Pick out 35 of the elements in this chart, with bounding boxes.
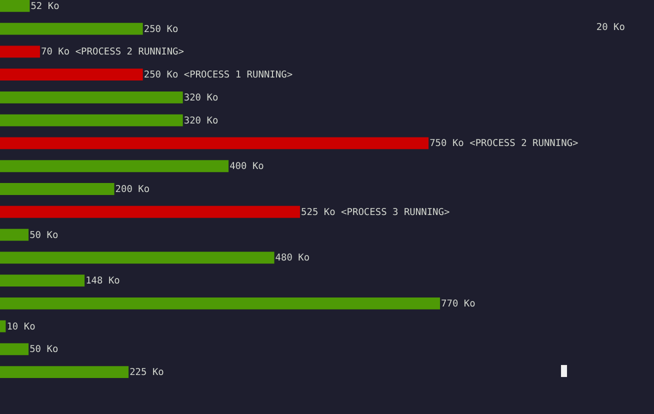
bar xyxy=(0,137,429,150)
bar xyxy=(0,22,143,35)
data-label: 525 Ko <PROCESS 3 RUNNING> xyxy=(301,206,450,218)
data-label: 480 Ko xyxy=(275,252,310,264)
bar xyxy=(0,114,183,126)
bar xyxy=(0,366,129,378)
data-label: 148 Ko xyxy=(86,276,120,287)
bar xyxy=(0,320,6,332)
data-label: 750 Ko <PROCESS 2 RUNNING> xyxy=(430,138,579,150)
bar xyxy=(0,183,114,195)
data-label: 250 Ko xyxy=(144,24,178,35)
text: 20 Ko xyxy=(596,22,626,33)
data-label: 50 Ko xyxy=(30,230,58,241)
bar xyxy=(0,252,274,264)
bar xyxy=(0,343,29,356)
bar xyxy=(0,68,143,81)
data-label: 320 Ko xyxy=(184,115,218,126)
data-label: 225 Ko xyxy=(130,367,164,378)
data-label: 200 Ko xyxy=(115,184,150,195)
data-label: 320 Ko xyxy=(184,92,218,104)
bar xyxy=(0,274,85,286)
bar xyxy=(0,206,300,218)
bar xyxy=(0,160,229,172)
bar xyxy=(0,46,40,58)
bar xyxy=(0,92,183,104)
data-label: 70 Ko <PROCESS 2 RUNNING> xyxy=(41,46,184,58)
data-label: 400 Ko xyxy=(230,161,264,172)
bar xyxy=(0,228,29,241)
data-label: 52 Ko xyxy=(30,0,60,12)
data-label: 250 Ko <PROCESS 1 RUNNING> xyxy=(144,70,293,81)
data-label: 10 Ko xyxy=(6,321,36,332)
bar xyxy=(0,297,440,310)
bar xyxy=(0,0,30,12)
data-label: 770 Ko xyxy=(441,298,476,310)
data-label: 50 Ko xyxy=(30,344,58,356)
